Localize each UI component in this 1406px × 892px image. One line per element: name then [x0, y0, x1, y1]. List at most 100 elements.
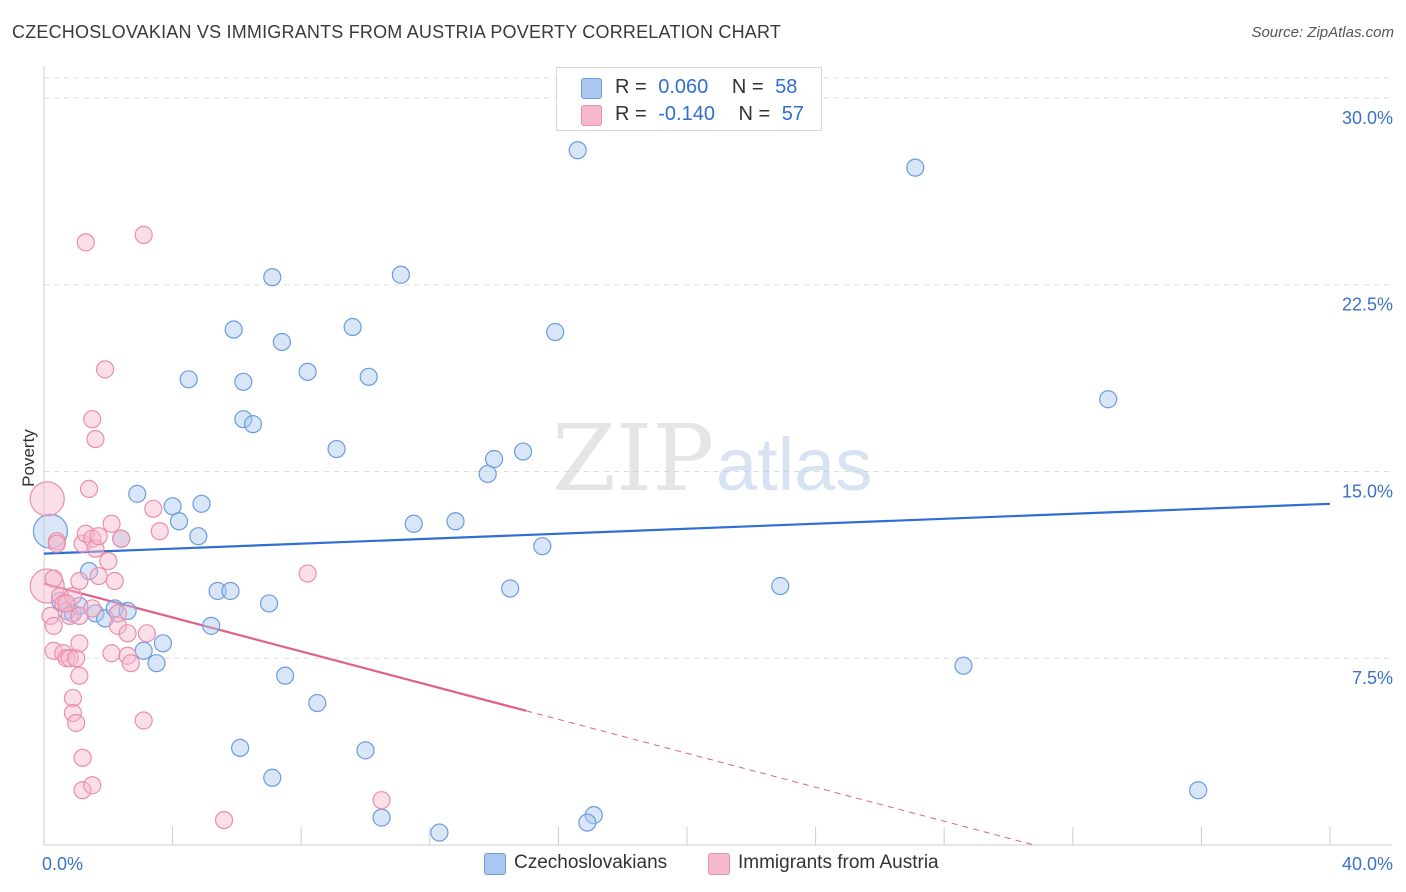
data-point-pink [372, 791, 391, 810]
data-point-pink [99, 552, 118, 571]
pink-swatch [581, 105, 602, 126]
data-point-pink [67, 713, 86, 733]
data-point-pink [83, 599, 102, 618]
data-point-pink [63, 703, 83, 723]
legend-r-value: 0.060 [658, 76, 709, 98]
data-point-blue [192, 494, 211, 513]
tick-labels: 7.5% 15.0% 22.5% 30.0% 0.0% 40.0% [42, 108, 1393, 874]
trend-lines [43, 502, 1331, 846]
data-point-blue [263, 268, 282, 287]
data-point-blue [391, 265, 410, 284]
data-point-pink [118, 624, 137, 643]
watermark-atlas: atlas [716, 423, 872, 506]
y-tick-label: 22.5% [1342, 295, 1393, 315]
y-tick-label: 7.5% [1352, 668, 1393, 688]
data-point-blue [153, 634, 173, 653]
axes [43, 66, 1392, 846]
data-point-pink [57, 594, 76, 613]
data-point-pink [60, 649, 79, 668]
data-point-blue [1099, 390, 1118, 409]
data-point-blue [568, 141, 587, 160]
data-point-pink [102, 644, 121, 663]
data-point-blue [234, 372, 253, 391]
data-point-pink [44, 569, 63, 588]
data-point-pink [105, 571, 124, 591]
data-point-blue [578, 813, 597, 832]
legend-r-value: -0.140 [658, 103, 715, 125]
data-point-pink [41, 606, 60, 625]
data-point-blue [771, 576, 790, 596]
data-point-blue [134, 641, 153, 660]
data-point-blue [221, 581, 240, 601]
data-point-pink [29, 481, 65, 517]
trend-line-extension-pink [526, 710, 1035, 846]
data-point-blue [308, 693, 327, 713]
data-point-pink [137, 624, 156, 643]
data-point-blue [327, 439, 346, 459]
data-point-blue [485, 449, 504, 469]
data-point-pink [83, 776, 102, 795]
data-point-pink [89, 566, 108, 586]
data-point-pink [44, 616, 63, 635]
data-point-pink [108, 604, 128, 623]
blue-swatch [484, 853, 506, 875]
data-point-blue [231, 738, 250, 757]
data-point-blue [430, 823, 449, 842]
data-point-pink [70, 666, 89, 685]
data-point-pink [134, 711, 153, 730]
data-point-blue [501, 579, 520, 598]
y-tick-label: 30.0% [1342, 108, 1393, 128]
data-point-blue [163, 497, 182, 516]
watermark: ZIP atlas [552, 405, 872, 512]
data-point-pink [63, 586, 83, 606]
data-point-blue [533, 537, 552, 556]
data-point-blue [79, 561, 99, 581]
data-point-pink [73, 748, 92, 767]
bottom-legend-label: Czechoslovakians [514, 852, 668, 873]
data-point-pink [70, 634, 89, 653]
bottom-legend-label: Immigrants from Austria [738, 852, 939, 873]
data-point-blue [1189, 781, 1208, 800]
trend-line-pink [43, 582, 527, 712]
data-point-blue [147, 654, 166, 673]
data-point-pink [63, 688, 83, 708]
legend-n-value: 58 [775, 76, 798, 98]
data-point-blue [446, 512, 465, 531]
pink-swatch [708, 853, 730, 875]
data-point-blue [343, 317, 362, 337]
data-point-pink [79, 479, 99, 498]
data-point-pink [150, 522, 169, 541]
legend-n-label: N = [731, 76, 764, 98]
x-tick-label: 40.0% [1342, 854, 1393, 874]
data-point-blue [263, 768, 282, 787]
data-point-pink [108, 616, 128, 635]
data-point-blue [372, 808, 391, 827]
data-point-blue [189, 527, 208, 546]
legend-r-label: R = [615, 103, 647, 125]
data-point-blue [478, 464, 497, 484]
legend-r-label: R = [615, 76, 647, 98]
data-point-pink [112, 529, 131, 548]
legend-n-label: N = [738, 103, 771, 125]
data-point-blue [513, 442, 533, 461]
data-point-pink [29, 568, 65, 604]
data-point-pink [83, 410, 102, 429]
chart-title: CZECHOSLOVAKIAN VS IMMIGRANTS FROM AUSTR… [12, 22, 782, 42]
data-point-blue [128, 484, 147, 503]
data-point-pink [89, 527, 108, 546]
y-tick-label: 15.0% [1342, 481, 1393, 501]
watermark-zip: ZIP [552, 405, 714, 512]
data-point-pink [298, 564, 317, 583]
data-point-blue [259, 594, 279, 613]
blue-swatch [581, 78, 602, 99]
data-point-blue [243, 415, 263, 434]
data-point-blue [954, 656, 973, 675]
data-point-pink [214, 810, 234, 830]
data-point-blue [276, 666, 295, 685]
data-point-pink [121, 654, 140, 673]
x-tick-label: 0.0% [42, 854, 83, 874]
data-point-pink [134, 225, 153, 244]
data-point-blue [906, 158, 925, 177]
data-point-blue [202, 616, 221, 635]
data-point-blue [404, 514, 423, 533]
